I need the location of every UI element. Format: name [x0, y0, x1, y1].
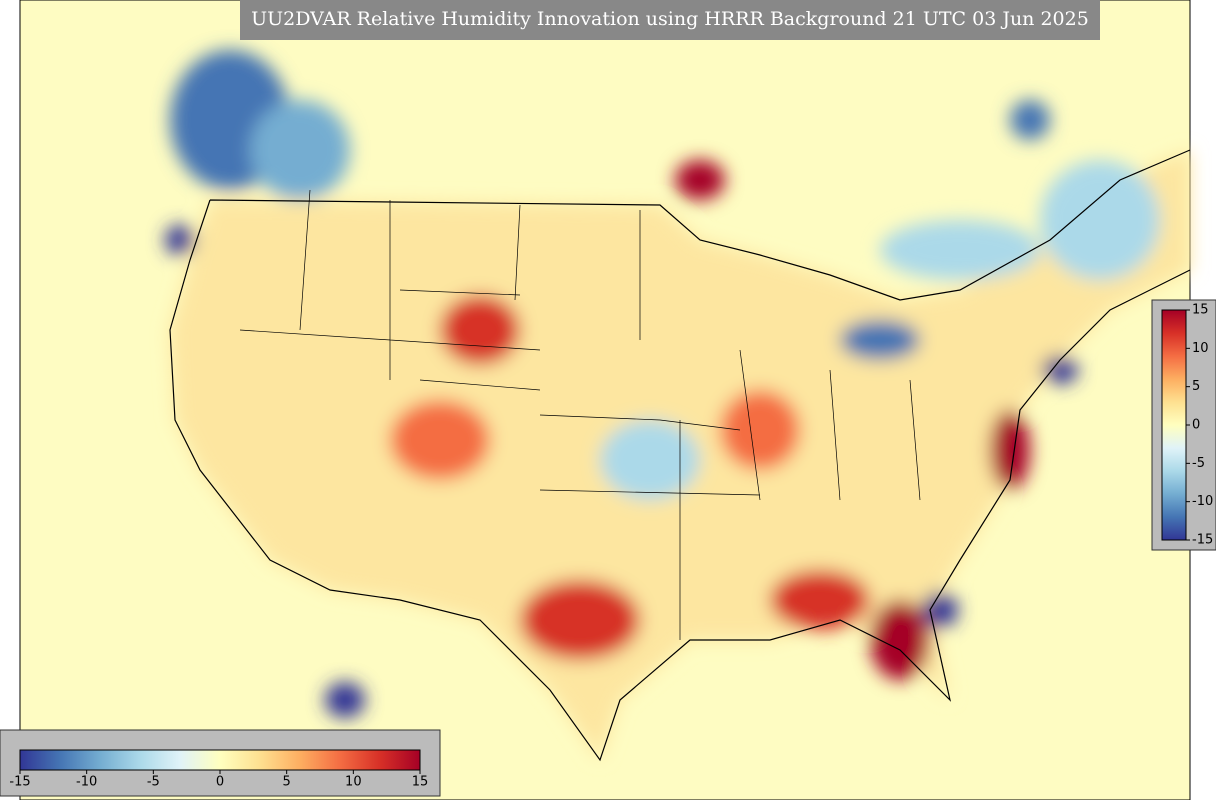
- humidity-blob: [770, 570, 870, 630]
- humidity-blob: [325, 682, 365, 718]
- humidity-blob: [600, 420, 700, 500]
- humidity-blob: [390, 400, 490, 480]
- humidity-blob: [250, 100, 350, 200]
- colorbar: [1161, 309, 1187, 541]
- humidity-blob: [1042, 356, 1078, 384]
- tick-label: -5: [147, 775, 160, 790]
- colorbar-ticks: 15 10 5 0 -5 -10 -15: [1186, 303, 1213, 548]
- humidity-blob: [165, 225, 195, 255]
- tick-label: -15: [1192, 533, 1213, 548]
- colorbar: [19, 749, 421, 771]
- tick-label: -15: [9, 775, 30, 790]
- humidity-blob: [1040, 160, 1160, 280]
- humidity-blob: [440, 295, 520, 365]
- tick-label: -5: [1192, 456, 1205, 471]
- title: UU2DVAR Relative Humidity Innovation usi…: [251, 8, 1089, 30]
- tick-label: 10: [345, 775, 362, 790]
- humidity-blob: [1010, 100, 1050, 140]
- tick-label: 5: [1192, 379, 1200, 394]
- tick-label: 0: [216, 775, 224, 790]
- humidity-blob: [675, 160, 725, 200]
- humidity-blob: [990, 410, 1030, 490]
- humidity-blob: [870, 600, 930, 680]
- humidity-blob: [922, 592, 958, 628]
- humidity-blob: [880, 220, 1040, 280]
- humidity-blob: [720, 390, 800, 470]
- humidity-blob: [840, 320, 920, 360]
- tick-label: 15: [412, 775, 429, 790]
- colorbar-ticks: -15 -10 -5 0 5 10 15: [9, 770, 428, 790]
- coastline: [169, 149, 1191, 762]
- tick-label: 10: [1192, 341, 1209, 356]
- tick-label: -10: [76, 775, 97, 790]
- tick-label: 0: [1192, 418, 1200, 433]
- tick-label: -10: [1192, 494, 1213, 509]
- title-box: [240, 0, 1100, 40]
- state-borders: [239, 189, 921, 640]
- humidity-blob: [520, 580, 640, 660]
- tick-label: 15: [1192, 303, 1209, 318]
- tick-label: 5: [283, 775, 291, 790]
